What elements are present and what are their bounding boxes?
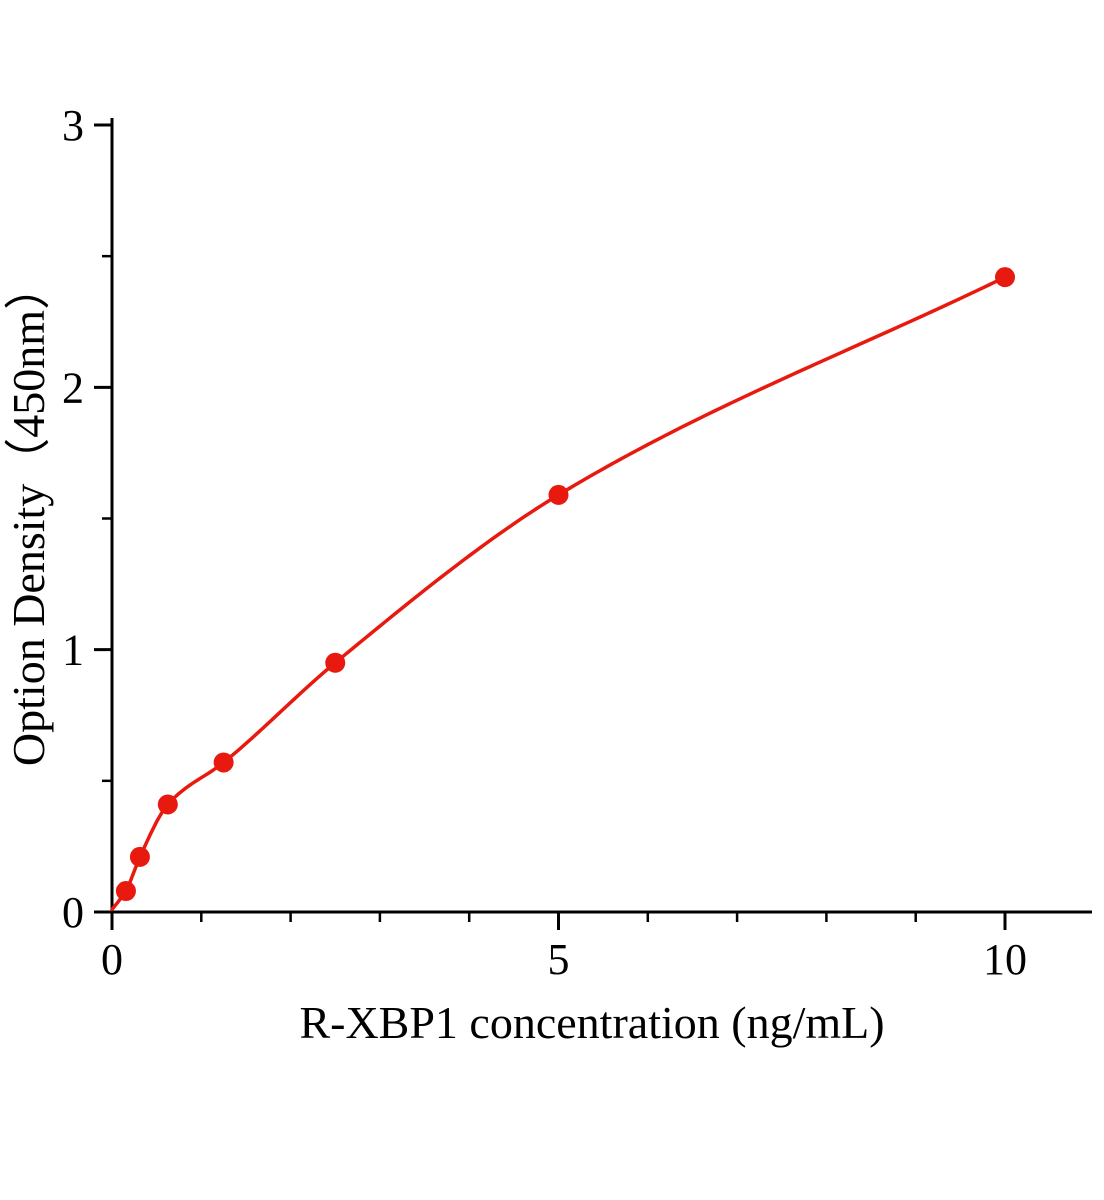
data-point	[995, 267, 1015, 288]
y-tick-label: 1	[62, 626, 84, 675]
y-tick-label: 2	[62, 363, 84, 412]
data-point	[115, 881, 136, 902]
x-tick-label: 5	[548, 935, 570, 984]
data-point	[157, 794, 178, 815]
y-tick-label: 3	[62, 101, 84, 150]
fitted-curve	[110, 275, 1007, 912]
x-tick-label: 0	[101, 935, 123, 984]
x-tick-label: 10	[983, 935, 1027, 984]
data-point	[129, 846, 150, 867]
y-axis-label: Option Density（450nm）	[3, 264, 54, 766]
data-point	[213, 752, 234, 773]
y-tick-label: 0	[62, 888, 84, 937]
data-point	[325, 652, 346, 673]
x-axis-label: R-XBP1 concentration (ng/mL)	[299, 997, 884, 1048]
data-point	[548, 484, 569, 505]
